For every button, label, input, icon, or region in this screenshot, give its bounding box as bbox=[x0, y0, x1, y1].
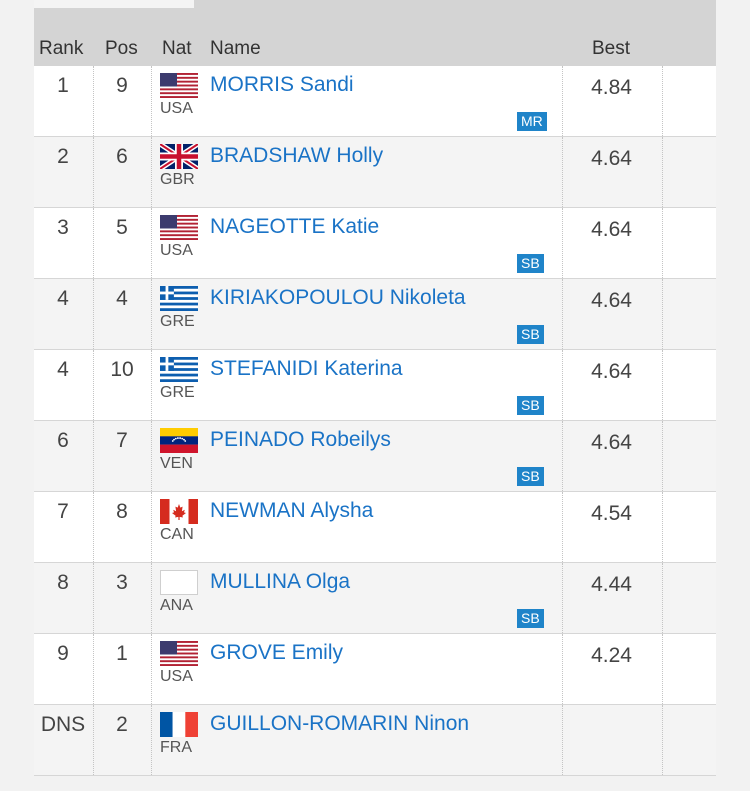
gbr-flag-icon bbox=[160, 144, 198, 169]
fra-flag-icon bbox=[160, 712, 198, 737]
record-badge: MR bbox=[517, 112, 547, 131]
table-row: 4 4 GRE KIRIAKOPOULOU Nikoleta SB 4.64 bbox=[34, 279, 716, 350]
rank-cell: 1 bbox=[57, 74, 69, 97]
results-table: Rank Pos Nat Name Best 1 9 USA MORRIS Sa… bbox=[34, 8, 716, 776]
pos-cell: 3 bbox=[116, 571, 128, 594]
top-tab-bar bbox=[34, 0, 716, 8]
rank-cell: 8 bbox=[57, 571, 69, 594]
nat-code: ANA bbox=[160, 597, 193, 614]
table-row: DNS 2 FRA GUILLON-ROMARIN Ninon bbox=[34, 705, 716, 776]
rank-cell: 4 bbox=[57, 287, 69, 310]
nat-column-header: Nat bbox=[162, 38, 192, 59]
best-mark-cell: 4.64 bbox=[591, 147, 632, 170]
table-row: 7 8 CAN NEWMAN Alysha 4.54 bbox=[34, 492, 716, 563]
gre-flag-icon bbox=[160, 357, 198, 382]
rank-cell: 2 bbox=[57, 145, 69, 168]
table-body: 1 9 USA MORRIS Sandi MR 4.84 2 6 GBR BRA… bbox=[34, 66, 716, 776]
nat-code: CAN bbox=[160, 526, 194, 543]
table-row: 2 6 GBR BRADSHAW Holly 4.64 bbox=[34, 137, 716, 208]
athlete-name-link[interactable]: BRADSHAW Holly bbox=[210, 144, 384, 167]
pos-cell: 9 bbox=[116, 74, 128, 97]
rank-cell: 3 bbox=[57, 216, 69, 239]
ven-flag-icon bbox=[160, 428, 198, 453]
best-mark-cell: 4.24 bbox=[591, 644, 632, 667]
blank-flag-icon bbox=[160, 570, 198, 595]
nat-code: GRE bbox=[160, 313, 195, 330]
pos-cell: 8 bbox=[116, 500, 128, 523]
nat-code: GRE bbox=[160, 384, 195, 401]
name-column-header: Name bbox=[210, 38, 261, 59]
record-badge: SB bbox=[517, 467, 544, 486]
nat-code: USA bbox=[160, 100, 193, 117]
pos-cell: 10 bbox=[110, 358, 134, 381]
usa-flag-icon bbox=[160, 641, 198, 666]
athlete-name-link[interactable]: PEINADO Robeilys bbox=[210, 428, 391, 451]
pos-cell: 7 bbox=[116, 429, 128, 452]
athlete-name-link[interactable]: STEFANIDI Katerina bbox=[210, 357, 403, 380]
can-flag-icon bbox=[160, 499, 198, 524]
athlete-name-link[interactable]: NEWMAN Alysha bbox=[210, 499, 374, 522]
pos-cell: 4 bbox=[116, 287, 128, 310]
nat-code: USA bbox=[160, 242, 193, 259]
best-mark-cell: 4.84 bbox=[591, 76, 632, 99]
table-row: 3 5 USA NAGEOTTE Katie SB 4.64 bbox=[34, 208, 716, 279]
usa-flag-icon bbox=[160, 215, 198, 240]
best-mark-cell: 4.64 bbox=[591, 218, 632, 241]
usa-flag-icon bbox=[160, 73, 198, 98]
best-mark-cell: 4.64 bbox=[591, 360, 632, 383]
athlete-name-link[interactable]: KIRIAKOPOULOU Nikoleta bbox=[210, 286, 466, 309]
rank-cell: 9 bbox=[57, 642, 69, 665]
table-row: 1 9 USA MORRIS Sandi MR 4.84 bbox=[34, 66, 716, 137]
rank-column-header: Rank bbox=[39, 38, 84, 59]
athlete-name-link[interactable]: MORRIS Sandi bbox=[210, 73, 354, 96]
pos-cell: 2 bbox=[116, 713, 128, 736]
best-column-header: Best bbox=[592, 38, 631, 59]
rank-cell: 4 bbox=[57, 358, 69, 381]
table-row: 4 10 GRE STEFANIDI Katerina SB 4.64 bbox=[34, 350, 716, 421]
pos-cell: 6 bbox=[116, 145, 128, 168]
record-badge: SB bbox=[517, 254, 544, 273]
gre-flag-icon bbox=[160, 286, 198, 311]
best-mark-cell: 4.44 bbox=[591, 573, 632, 596]
pos-cell: 1 bbox=[116, 642, 128, 665]
rank-cell: 7 bbox=[57, 500, 69, 523]
athlete-name-link[interactable]: MULLINA Olga bbox=[210, 570, 351, 593]
rank-cell: 6 bbox=[57, 429, 69, 452]
nat-code: VEN bbox=[160, 455, 193, 472]
rank-cell: DNS bbox=[40, 713, 86, 736]
pos-cell: 5 bbox=[116, 216, 128, 239]
table-row: 9 1 USA GROVE Emily 4.24 bbox=[34, 634, 716, 705]
table-row: 8 3 ANA MULLINA Olga SB 4.44 bbox=[34, 563, 716, 634]
record-badge: SB bbox=[517, 609, 544, 628]
pos-column-header: Pos bbox=[105, 38, 138, 59]
athlete-name-link[interactable]: GUILLON-ROMARIN Ninon bbox=[210, 712, 470, 735]
nat-code: USA bbox=[160, 668, 193, 685]
athlete-name-link[interactable]: NAGEOTTE Katie bbox=[210, 215, 380, 238]
active-tab[interactable] bbox=[34, 0, 194, 8]
nat-code: GBR bbox=[160, 171, 195, 188]
record-badge: SB bbox=[517, 396, 544, 415]
best-mark-cell: 4.54 bbox=[591, 502, 632, 525]
nat-code: FRA bbox=[160, 739, 192, 756]
best-mark-cell: 4.64 bbox=[591, 431, 632, 454]
athlete-name-link[interactable]: GROVE Emily bbox=[210, 641, 344, 664]
best-mark-cell: 4.64 bbox=[591, 289, 632, 312]
table-row: 6 7 VEN PEINADO Robeilys SB 4.64 bbox=[34, 421, 716, 492]
table-header: Rank Pos Nat Name Best bbox=[34, 8, 716, 66]
record-badge: SB bbox=[517, 325, 544, 344]
